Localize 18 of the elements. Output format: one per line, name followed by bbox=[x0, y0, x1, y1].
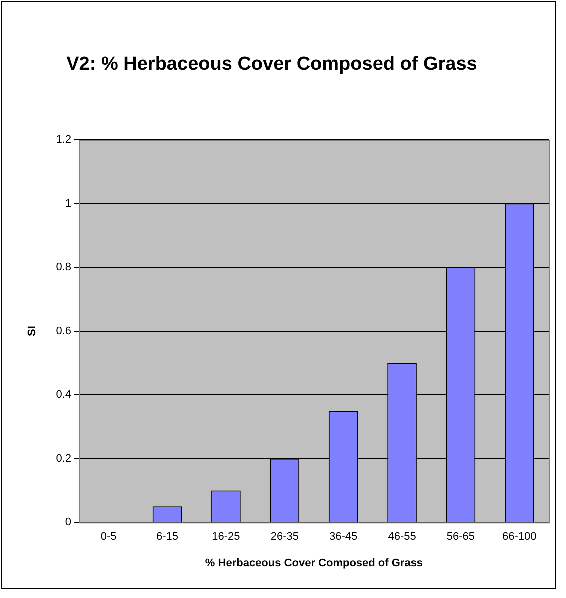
y-tick-label: 0.6 bbox=[56, 325, 72, 338]
x-tick-label: 66-100 bbox=[502, 531, 537, 544]
x-tick-label: 26-35 bbox=[270, 531, 299, 544]
y-axis-title: SI bbox=[26, 326, 39, 337]
x-tick-label: 36-45 bbox=[330, 531, 358, 544]
chart-title: V2: % Herbaceous Cover Composed of Grass bbox=[66, 53, 478, 77]
x-tick-label: 6-15 bbox=[156, 531, 179, 544]
y-tick-label: 0.4 bbox=[56, 389, 72, 402]
y-tick-label: 0.8 bbox=[56, 262, 72, 274]
y-tick-label: 1 bbox=[65, 198, 72, 210]
x-axis-title: % Herbaceous Cover Composed of Grass bbox=[205, 557, 424, 570]
x-tick-label: 46-55 bbox=[388, 531, 416, 544]
x-tick-label: 0-5 bbox=[100, 531, 117, 544]
x-tick-label: 56-65 bbox=[446, 531, 476, 544]
y-tick-label: 0.2 bbox=[56, 452, 72, 465]
y-tick-label: 1.2 bbox=[56, 134, 72, 146]
x-tick-label: 16-25 bbox=[212, 531, 240, 544]
y-tick-label: 0 bbox=[65, 516, 72, 529]
